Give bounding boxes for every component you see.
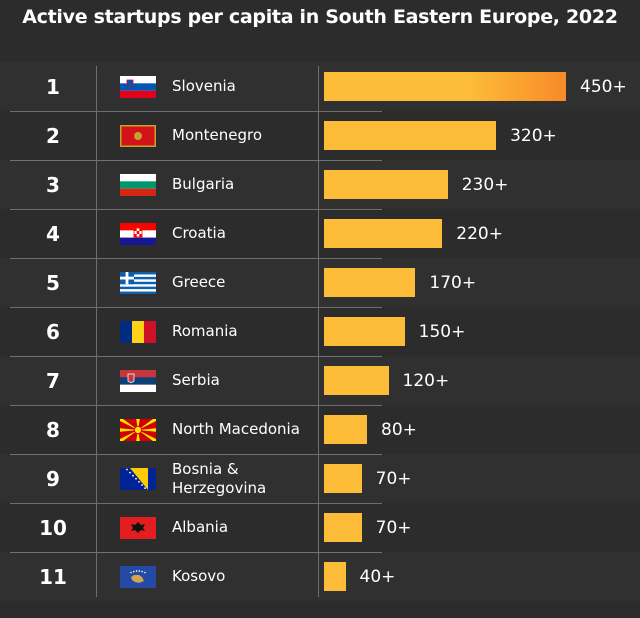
chart-title: Active startups per capita in South East… bbox=[22, 6, 618, 28]
row-divider bbox=[10, 454, 382, 455]
bar-north-macedonia bbox=[324, 415, 368, 444]
bar-greece bbox=[324, 268, 416, 297]
ranking-table: 1 Slovenia 450+ 2 Montenegro 320+ 3 Bulgaria 230… bbox=[0, 62, 640, 601]
value-label-slovenia: 450+ bbox=[580, 76, 627, 97]
rank-label: 8 bbox=[46, 417, 60, 442]
albania-flag-icon bbox=[120, 517, 156, 539]
north-macedonia-flag-icon bbox=[120, 419, 156, 441]
row-divider bbox=[10, 307, 382, 308]
rank-label: 1 bbox=[46, 74, 60, 99]
greece-flag-icon bbox=[120, 272, 156, 294]
table-row: 6 Romania 150+ bbox=[0, 307, 640, 356]
rank-label: 10 bbox=[39, 515, 67, 540]
rank-label: 4 bbox=[46, 221, 60, 246]
rank-label: 9 bbox=[46, 466, 60, 491]
value-label-croatia: 220+ bbox=[456, 223, 503, 244]
value-label-bulgaria: 230+ bbox=[461, 174, 509, 195]
row-divider bbox=[10, 356, 382, 357]
croatia-flag-icon bbox=[120, 223, 156, 245]
bar-kosovo bbox=[324, 562, 346, 591]
bar-bosnia-and-herzegovina bbox=[324, 464, 362, 493]
table-row: 9 Bosnia & Herzegovina 70+ bbox=[0, 454, 640, 503]
kosovo-flag-icon bbox=[120, 566, 156, 588]
country-label-slovenia: Slovenia bbox=[172, 77, 236, 95]
value-label-serbia: 120+ bbox=[402, 370, 450, 391]
country-label-albania: Albania bbox=[172, 518, 229, 536]
bar-albania bbox=[324, 513, 362, 542]
country-label-serbia: Serbia bbox=[172, 371, 220, 389]
table-row: 5 Greece 170+ bbox=[0, 258, 640, 307]
serbia-flag-icon bbox=[120, 370, 156, 392]
table-row: 8 North Macedonia 80+ bbox=[0, 405, 640, 454]
row-divider bbox=[10, 258, 382, 259]
country-label-bulgaria: Bulgaria bbox=[172, 175, 235, 193]
row-divider bbox=[10, 503, 382, 504]
table-row: 10 Albania 70+ bbox=[0, 503, 640, 552]
row-divider bbox=[10, 160, 382, 161]
rank-label: 6 bbox=[46, 319, 60, 344]
value-label-albania: 70+ bbox=[375, 517, 412, 538]
rank-label: 5 bbox=[46, 270, 60, 295]
table-row: 2 Montenegro 320+ bbox=[0, 111, 640, 160]
country-label-bosnia-and-herzegovina: Bosnia & Herzegovina bbox=[172, 459, 267, 497]
bar-montenegro bbox=[324, 121, 497, 150]
bulgaria-flag-icon bbox=[120, 174, 156, 196]
country-label-kosovo: Kosovo bbox=[172, 567, 226, 585]
bar-serbia bbox=[324, 366, 389, 395]
montenegro-flag-icon bbox=[120, 125, 156, 147]
value-label-kosovo: 40+ bbox=[359, 566, 396, 587]
value-label-greece: 170+ bbox=[429, 272, 477, 293]
country-label-north-macedonia: North Macedonia bbox=[172, 420, 300, 438]
bar-slovenia bbox=[324, 72, 566, 101]
romania-flag-icon bbox=[120, 321, 156, 343]
table-row: 1 Slovenia 450+ bbox=[0, 62, 640, 111]
slovenia-flag-icon bbox=[120, 76, 156, 98]
rank-label: 11 bbox=[39, 564, 67, 589]
country-label-romania: Romania bbox=[172, 322, 238, 340]
bar-croatia bbox=[324, 219, 443, 248]
table-row: 4 Croatia 220+ bbox=[0, 209, 640, 258]
value-label-bosnia-and-herzegovina: 70+ bbox=[375, 468, 412, 489]
table-row: 3 Bulgaria 230+ bbox=[0, 160, 640, 209]
table-row: 11 Kosovo 40+ bbox=[0, 552, 640, 601]
bar-column-divider bbox=[318, 66, 319, 597]
rank-label: 2 bbox=[46, 123, 60, 148]
bar-bulgaria bbox=[324, 170, 448, 199]
row-divider bbox=[10, 552, 382, 553]
value-label-north-macedonia: 80+ bbox=[381, 419, 417, 440]
rank-label: 3 bbox=[46, 172, 60, 197]
rank-column-divider bbox=[96, 66, 97, 597]
country-label-montenegro: Montenegro bbox=[172, 126, 263, 144]
row-divider bbox=[10, 209, 382, 210]
value-label-romania: 150+ bbox=[418, 321, 466, 342]
row-divider bbox=[10, 405, 382, 406]
country-label-greece: Greece bbox=[172, 273, 226, 291]
bar-romania bbox=[324, 317, 405, 346]
value-label-montenegro: 320+ bbox=[510, 125, 557, 146]
bosnia-herzegovina-flag-icon bbox=[120, 468, 156, 490]
row-divider bbox=[10, 111, 382, 112]
country-label-croatia: Croatia bbox=[172, 224, 226, 242]
table-row: 7 Serbia 120+ bbox=[0, 356, 640, 405]
rank-label: 7 bbox=[46, 368, 60, 393]
